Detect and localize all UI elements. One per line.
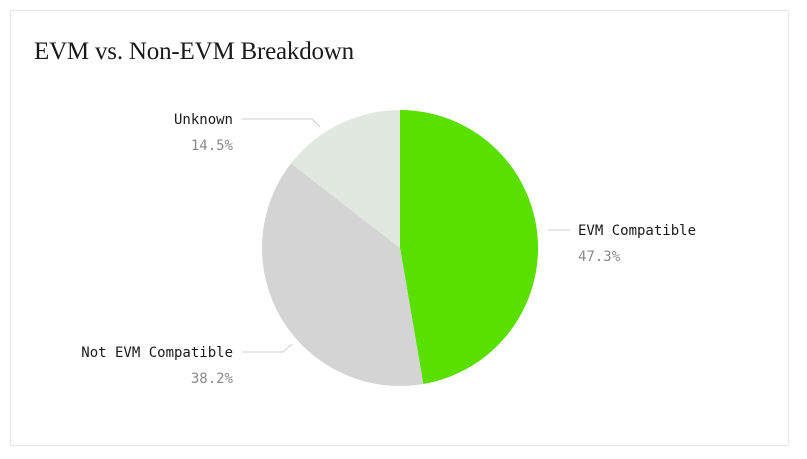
slice-percent: 38.2%	[191, 371, 234, 387]
pie-slices	[262, 110, 539, 387]
slice-label: EVM Compatible	[578, 223, 696, 239]
slice-percent: 47.3%	[578, 249, 621, 265]
leader-line	[242, 343, 293, 353]
leader-lines	[242, 118, 570, 353]
slice-percent: 14.5%	[191, 138, 234, 154]
slice-label: Unknown	[174, 112, 233, 128]
slice-label: Not EVM Compatible	[81, 345, 233, 361]
leader-line	[242, 118, 321, 128]
pie-slice-unknown[interactable]	[290, 110, 400, 248]
pie-slice-not-evm-compatible[interactable]	[262, 163, 424, 387]
chart-title: EVM vs. Non-EVM Breakdown	[34, 38, 354, 65]
pie-slice-evm-compatible[interactable]	[400, 110, 539, 385]
slice-labels: EVM Compatible 47.3% Not EVM Compatible 38.…	[81, 112, 696, 387]
